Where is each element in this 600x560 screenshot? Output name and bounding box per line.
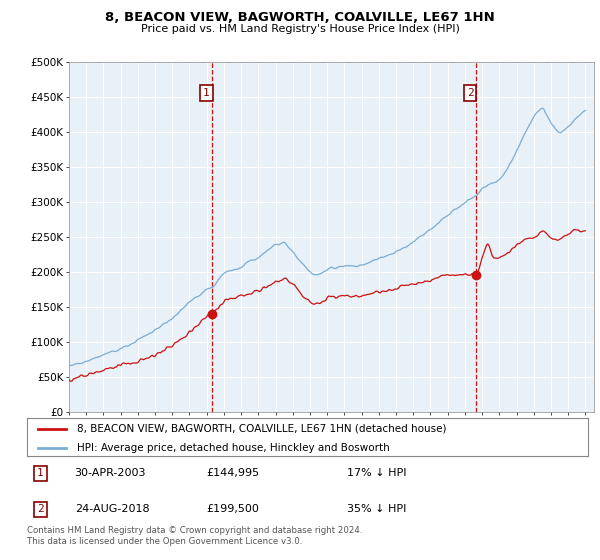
Text: 1: 1 bbox=[37, 468, 44, 478]
Text: 1: 1 bbox=[203, 88, 210, 98]
Text: 8, BEACON VIEW, BAGWORTH, COALVILLE, LE67 1HN (detached house): 8, BEACON VIEW, BAGWORTH, COALVILLE, LE6… bbox=[77, 424, 447, 434]
Text: 2: 2 bbox=[37, 505, 44, 515]
Text: Contains HM Land Registry data © Crown copyright and database right 2024.
This d: Contains HM Land Registry data © Crown c… bbox=[27, 526, 362, 546]
Text: 24-AUG-2018: 24-AUG-2018 bbox=[74, 505, 149, 515]
Text: 8, BEACON VIEW, BAGWORTH, COALVILLE, LE67 1HN: 8, BEACON VIEW, BAGWORTH, COALVILLE, LE6… bbox=[105, 11, 495, 24]
Text: Price paid vs. HM Land Registry's House Price Index (HPI): Price paid vs. HM Land Registry's House … bbox=[140, 24, 460, 34]
Text: 30-APR-2003: 30-APR-2003 bbox=[74, 468, 146, 478]
Text: £199,500: £199,500 bbox=[206, 505, 259, 515]
Text: £144,995: £144,995 bbox=[206, 468, 260, 478]
Text: HPI: Average price, detached house, Hinckley and Bosworth: HPI: Average price, detached house, Hinc… bbox=[77, 443, 390, 453]
Text: 2: 2 bbox=[467, 88, 473, 98]
Text: 17% ↓ HPI: 17% ↓ HPI bbox=[347, 468, 406, 478]
Text: 35% ↓ HPI: 35% ↓ HPI bbox=[347, 505, 406, 515]
